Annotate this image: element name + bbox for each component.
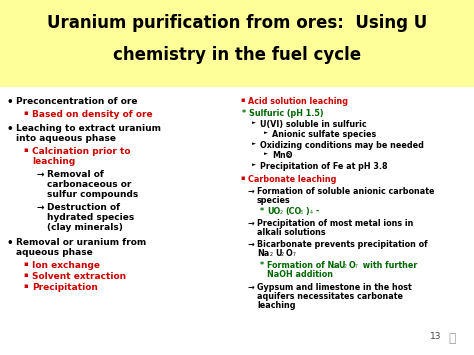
Text: *: * [242,109,246,118]
Text: •: • [7,97,14,107]
Text: carbonaceous or: carbonaceous or [47,180,131,189]
Text: →: → [248,240,255,249]
Text: Uranium purification from ores:  Using U: Uranium purification from ores: Using U [47,14,427,32]
Text: 2: 2 [344,263,347,268]
Text: ▪: ▪ [240,175,245,181]
Text: Carbonate leaching: Carbonate leaching [248,175,337,184]
Text: 2: 2 [287,153,290,158]
Text: Precipitation: Precipitation [32,283,98,292]
Text: ►: ► [252,141,256,146]
Text: alkali solutions: alkali solutions [257,228,326,237]
Text: 4: 4 [310,209,313,214]
Text: Oxidizing conditions may be needed: Oxidizing conditions may be needed [260,141,424,150]
Text: 2: 2 [280,209,283,214]
Text: ▪: ▪ [23,110,28,116]
Text: Ion exchange: Ion exchange [32,261,100,270]
Text: Sulfuric (pH 1.5): Sulfuric (pH 1.5) [249,109,324,118]
Text: *: * [260,207,264,216]
Text: leaching: leaching [32,157,75,166]
Text: →: → [248,219,255,228]
Text: 2: 2 [281,251,284,257]
Text: ▪: ▪ [23,283,28,289]
Text: Removal of: Removal of [47,170,104,179]
Text: MnO: MnO [272,151,292,160]
Text: Anionic sulfate species: Anionic sulfate species [272,130,376,139]
Text: into aqueous phase: into aqueous phase [16,134,116,143]
Text: O: O [349,261,356,270]
Text: ►: ► [264,151,268,156]
Text: Bicarbonate prevents precipitation of: Bicarbonate prevents precipitation of [257,240,428,249]
Text: Calcination prior to: Calcination prior to [32,147,130,156]
Text: U: U [275,249,282,258]
Text: 2: 2 [333,263,336,268]
Text: aqueous phase: aqueous phase [16,248,93,257]
Text: •: • [7,124,14,134]
Text: 13: 13 [430,332,441,341]
Text: leaching: leaching [257,301,295,310]
Text: NaOH addition: NaOH addition [267,270,333,279]
Text: Based on density of ore: Based on density of ore [32,110,153,119]
Text: ▪: ▪ [23,261,28,267]
FancyBboxPatch shape [0,0,474,87]
Text: ▪: ▪ [23,272,28,278]
Text: Gypsum and limestone in the host: Gypsum and limestone in the host [257,283,412,292]
Text: 7: 7 [355,263,358,268]
Text: O: O [286,249,293,258]
Text: Acid solution leaching: Acid solution leaching [248,97,348,106]
Text: ►: ► [252,120,256,125]
Text: UO: UO [267,207,280,216]
Text: •: • [7,238,14,248]
Text: ►: ► [264,130,268,135]
Text: -: - [316,207,319,216]
Text: U: U [338,261,345,270]
Text: ): ) [305,207,309,216]
Text: hydrated species: hydrated species [47,213,134,222]
Text: ▪: ▪ [240,97,245,103]
Text: →: → [248,187,255,196]
Text: (clay minerals): (clay minerals) [47,223,123,232]
Text: 3: 3 [300,209,303,214]
Text: *: * [260,261,264,270]
Text: (CO: (CO [285,207,301,216]
Text: U(VI) soluble in sulfuric: U(VI) soluble in sulfuric [260,120,366,129]
Text: →: → [37,170,45,179]
Text: →: → [248,283,255,292]
Text: Formation of soluble anionic carbonate: Formation of soluble anionic carbonate [257,187,435,196]
Text: Na: Na [257,249,269,258]
Text: 🔊: 🔊 [448,332,456,345]
Text: aquifers necessitates carbonate: aquifers necessitates carbonate [257,292,403,301]
Text: Formation of Na: Formation of Na [267,261,340,270]
Text: chemistry in the fuel cycle: chemistry in the fuel cycle [113,46,361,64]
Text: 7: 7 [293,251,296,257]
Text: sulfur compounds: sulfur compounds [47,190,138,199]
Text: Leaching to extract uranium: Leaching to extract uranium [16,124,161,133]
Text: ▪: ▪ [23,147,28,153]
Text: with further: with further [360,261,418,270]
Text: Destruction of: Destruction of [47,203,120,212]
Text: species: species [257,196,291,205]
Text: →: → [37,203,45,212]
Text: 2: 2 [270,251,273,257]
Text: Preconcentration of ore: Preconcentration of ore [16,97,137,106]
Text: ►: ► [252,162,256,167]
Text: Precipitation of Fe at pH 3.8: Precipitation of Fe at pH 3.8 [260,162,388,171]
Text: Precipitation of most metal ions in: Precipitation of most metal ions in [257,219,413,228]
Text: Removal or uranium from: Removal or uranium from [16,238,146,247]
Text: Solvent extraction: Solvent extraction [32,272,126,281]
